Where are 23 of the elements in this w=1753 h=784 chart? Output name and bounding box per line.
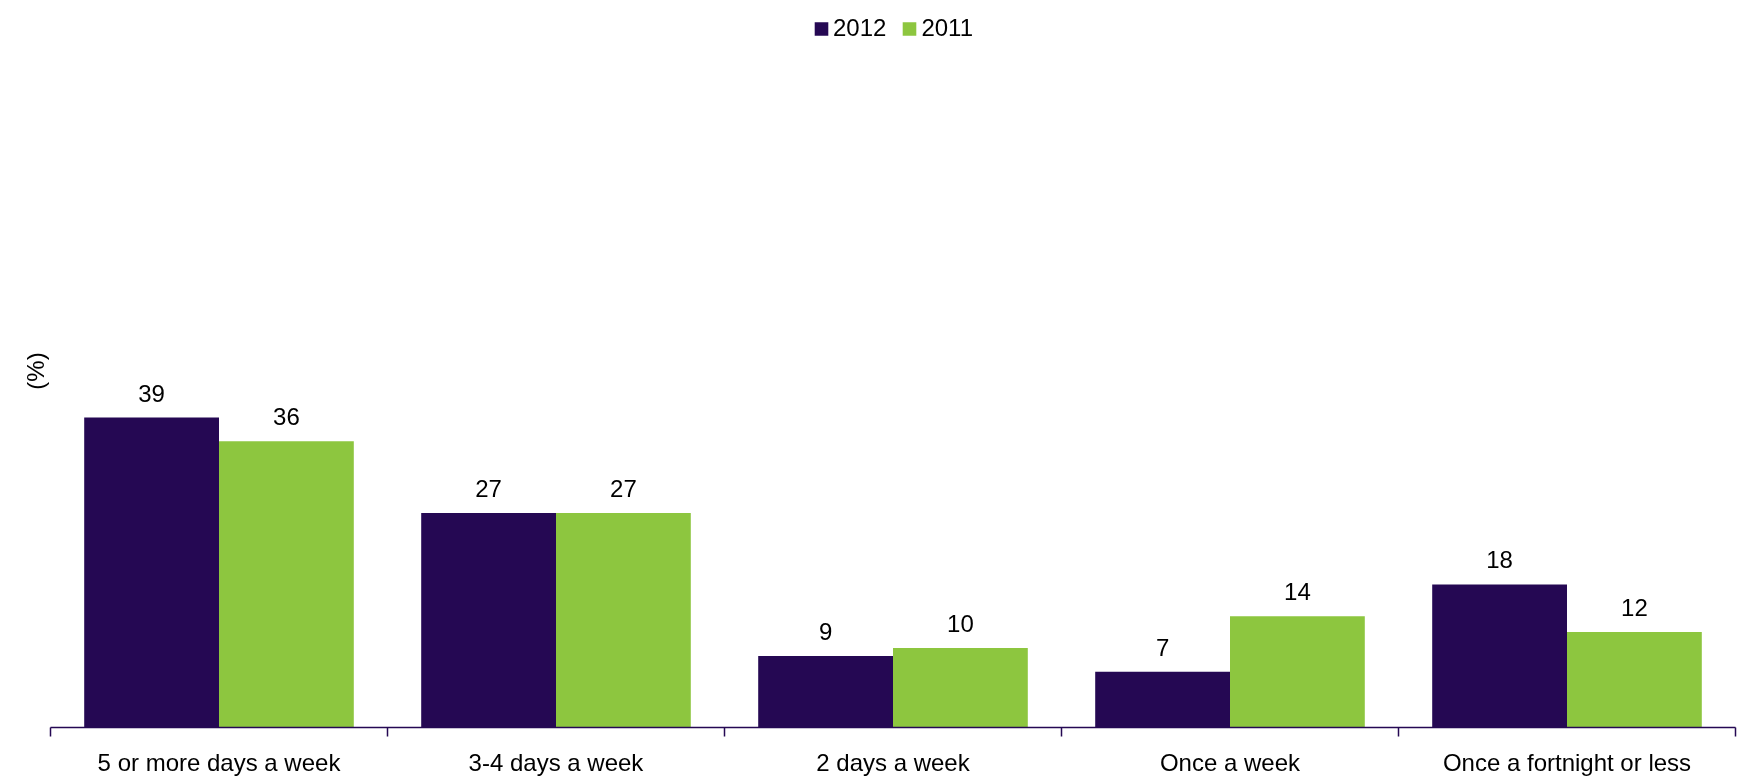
x-tick-label: Once a fortnight or less bbox=[1442, 748, 1692, 776]
x-tick-label: 2 days a week bbox=[816, 748, 971, 776]
data-label: 7 bbox=[1155, 633, 1170, 661]
data-label: 27 bbox=[475, 474, 502, 502]
x-tick-label: 3-4 days a week bbox=[468, 748, 645, 776]
x-tick-label: Once a week bbox=[1159, 748, 1302, 776]
data-label: 9 bbox=[818, 617, 833, 645]
bar bbox=[219, 441, 354, 728]
data-label: 10 bbox=[947, 610, 974, 638]
bar bbox=[1567, 632, 1702, 728]
data-label: 27 bbox=[610, 474, 637, 502]
data-label: 36 bbox=[273, 403, 300, 431]
data-label: 12 bbox=[1621, 594, 1648, 622]
legend-label: 2011 bbox=[921, 14, 973, 42]
bar bbox=[893, 648, 1028, 728]
x-tick-label: 5 or more days a week bbox=[97, 748, 342, 776]
y-axis-title: (%) bbox=[21, 352, 49, 390]
data-label: 14 bbox=[1284, 578, 1311, 606]
data-label: 18 bbox=[1486, 546, 1513, 574]
bar bbox=[556, 512, 691, 728]
bar bbox=[1230, 616, 1365, 728]
legend-label: 2012 bbox=[833, 14, 887, 42]
data-label: 39 bbox=[138, 379, 165, 407]
